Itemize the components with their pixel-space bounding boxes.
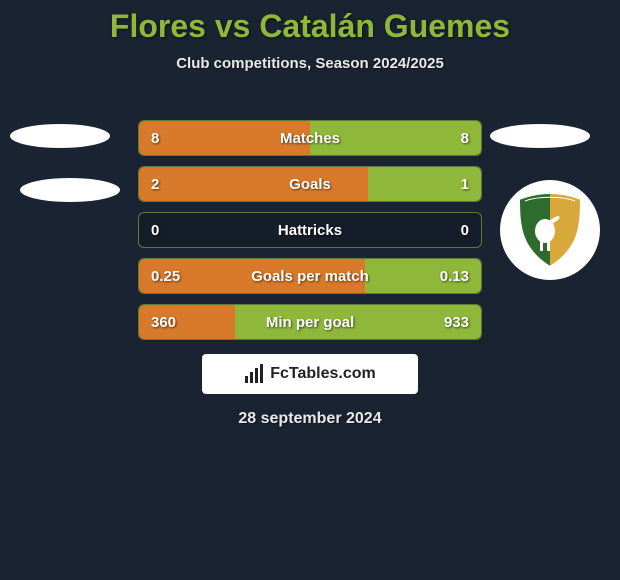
stat-label: Min per goal <box>139 305 481 340</box>
team-badge-right <box>500 180 600 280</box>
page-title: Flores vs Catalán Guemes <box>0 0 620 45</box>
stat-value-right: 8 <box>461 121 469 156</box>
stat-label: Hattricks <box>139 213 481 248</box>
decor-ellipse-right-1 <box>490 124 590 148</box>
shield-icon <box>507 187 593 273</box>
stats-container: 8Matches8 2Goals1 0Hattricks0 0.25Goals per… <box>138 120 482 350</box>
stat-label: Goals <box>139 167 481 202</box>
decor-ellipse-left-2 <box>20 178 120 202</box>
stat-value-right: 0.13 <box>440 259 469 294</box>
stat-row: 2Goals1 <box>138 166 482 202</box>
stat-value-right: 933 <box>444 305 469 340</box>
decor-ellipse-left-1 <box>10 124 110 148</box>
brand-label: FcTables.com <box>270 365 376 383</box>
stat-value-right: 1 <box>461 167 469 202</box>
stat-row: 0.25Goals per match0.13 <box>138 258 482 294</box>
stat-row: 360Min per goal933 <box>138 304 482 340</box>
chart-icon <box>244 364 264 384</box>
stat-row: 0Hattricks0 <box>138 212 482 248</box>
date-label: 28 september 2024 <box>0 410 620 428</box>
stat-row: 8Matches8 <box>138 120 482 156</box>
brand-badge[interactable]: FcTables.com <box>202 354 418 394</box>
subtitle: Club competitions, Season 2024/2025 <box>0 55 620 72</box>
stat-value-right: 0 <box>461 213 469 248</box>
stat-label: Goals per match <box>139 259 481 294</box>
stat-label: Matches <box>139 121 481 156</box>
